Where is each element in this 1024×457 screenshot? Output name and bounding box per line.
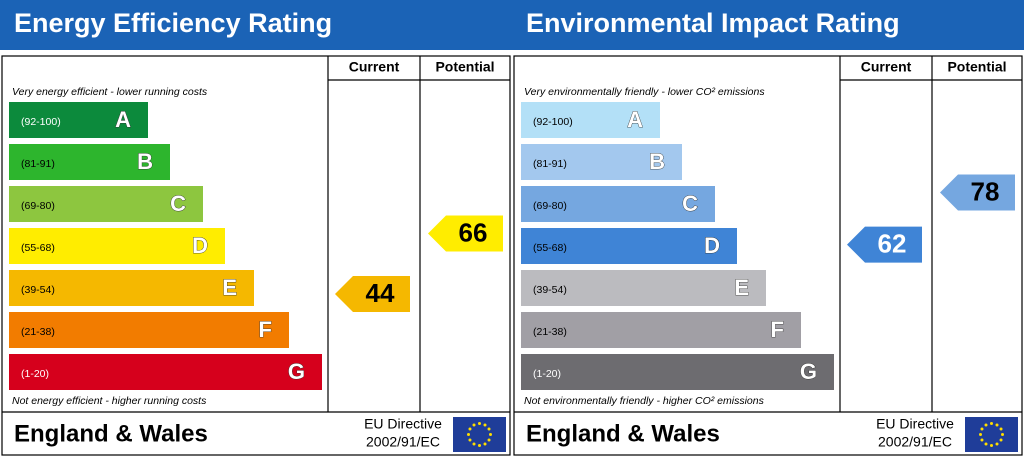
band-bar — [9, 186, 203, 222]
directive: EU Directive — [876, 416, 954, 432]
band-bar — [9, 354, 322, 390]
eu-star — [984, 423, 988, 427]
band-range: (81-91) — [21, 158, 55, 170]
directive: 2002/91/EC — [366, 434, 440, 450]
band-letter: D — [192, 233, 208, 258]
eu-star — [472, 423, 476, 427]
bottom-note: Not environmentally friendly - higher CO… — [524, 395, 765, 407]
band-range: (92-100) — [533, 116, 573, 128]
top-note: Very environmentally friendly - lower CO… — [524, 86, 765, 98]
column-header: Potential — [947, 59, 1006, 75]
footer-title: England & Wales — [14, 420, 208, 447]
rating-arrow — [940, 174, 1015, 211]
band-bar — [521, 228, 737, 264]
band-range: (1-20) — [21, 368, 49, 380]
eu-star — [1001, 433, 1004, 436]
band-range: (55-68) — [21, 242, 55, 254]
band-letter: B — [137, 149, 153, 174]
band-range: (21-38) — [533, 326, 567, 338]
band-range: (69-80) — [533, 200, 567, 212]
column-header: Current — [349, 59, 400, 75]
band-bar — [521, 312, 801, 348]
eu-star — [995, 423, 999, 427]
band-bar — [521, 102, 660, 138]
title-bar — [512, 0, 1024, 50]
eu-star — [472, 442, 476, 446]
band-bar — [9, 102, 148, 138]
band-range: (21-38) — [21, 326, 55, 338]
eu-star — [483, 423, 487, 427]
eu-star — [990, 422, 993, 425]
frame — [1, 55, 511, 456]
eu-star — [999, 427, 1003, 431]
directive: 2002/91/EC — [878, 434, 952, 450]
band-letter: E — [734, 275, 749, 300]
eu-star — [467, 433, 470, 436]
panel-title: Environmental Impact Rating — [526, 8, 900, 38]
eu-star — [478, 422, 481, 425]
rating-value: 62 — [878, 228, 907, 258]
band-letter: D — [704, 233, 720, 258]
frame — [513, 55, 1023, 456]
rating-value: 66 — [459, 217, 488, 247]
band-letter: B — [649, 149, 665, 174]
band-bar — [9, 228, 225, 264]
eu-star — [487, 427, 491, 431]
eu-star — [995, 442, 999, 446]
column-header: Potential — [435, 59, 494, 75]
band-letter: C — [170, 191, 186, 216]
eu-star — [489, 433, 492, 436]
band-range: (1-20) — [533, 368, 561, 380]
eu-star — [468, 427, 472, 431]
rating-arrow — [847, 226, 922, 263]
band-bar — [521, 354, 834, 390]
eu-star — [468, 438, 472, 442]
band-range: (55-68) — [533, 242, 567, 254]
directive: EU Directive — [364, 416, 442, 432]
band-bar — [9, 312, 289, 348]
band-bar — [521, 144, 682, 180]
eu-star — [483, 442, 487, 446]
band-bar — [9, 270, 254, 306]
eu-star — [478, 444, 481, 447]
band-letter: E — [222, 275, 237, 300]
band-bar — [521, 186, 715, 222]
bottom-note: Not energy efficient - higher running co… — [12, 395, 207, 407]
eu-star — [990, 444, 993, 447]
band-range: (69-80) — [21, 200, 55, 212]
band-range: (39-54) — [533, 284, 567, 296]
footer-title: England & Wales — [526, 420, 720, 447]
rating-arrow — [335, 276, 410, 312]
band-range: (81-91) — [533, 158, 567, 170]
band-bar — [521, 270, 766, 306]
rating-panel: Energy Efficiency Rating Current Potential… — [0, 0, 512, 456]
eu-star — [999, 438, 1003, 442]
rating-value: 44 — [366, 278, 395, 308]
eu-star — [487, 438, 491, 442]
band-letter: G — [288, 359, 305, 384]
eu-star — [980, 438, 984, 442]
rating-arrow — [428, 215, 503, 252]
band-letter: A — [115, 107, 131, 132]
eu-star — [979, 433, 982, 436]
rating-value: 78 — [971, 176, 1000, 206]
eu-star — [980, 427, 984, 431]
title-bar — [0, 0, 512, 50]
rating-panel: Environmental Impact Rating Current Potent… — [512, 0, 1024, 456]
band-bar — [9, 144, 170, 180]
eu-star — [984, 442, 988, 446]
band-letter: F — [259, 317, 272, 342]
band-letter: G — [800, 359, 817, 384]
top-note: Very energy efficient - lower running co… — [12, 86, 208, 98]
band-letter: C — [682, 191, 698, 216]
band-letter: F — [771, 317, 784, 342]
band-range: (92-100) — [21, 116, 61, 128]
band-letter: A — [627, 107, 643, 132]
band-range: (39-54) — [21, 284, 55, 296]
panel-title: Energy Efficiency Rating — [14, 8, 332, 38]
column-header: Current — [861, 59, 912, 75]
